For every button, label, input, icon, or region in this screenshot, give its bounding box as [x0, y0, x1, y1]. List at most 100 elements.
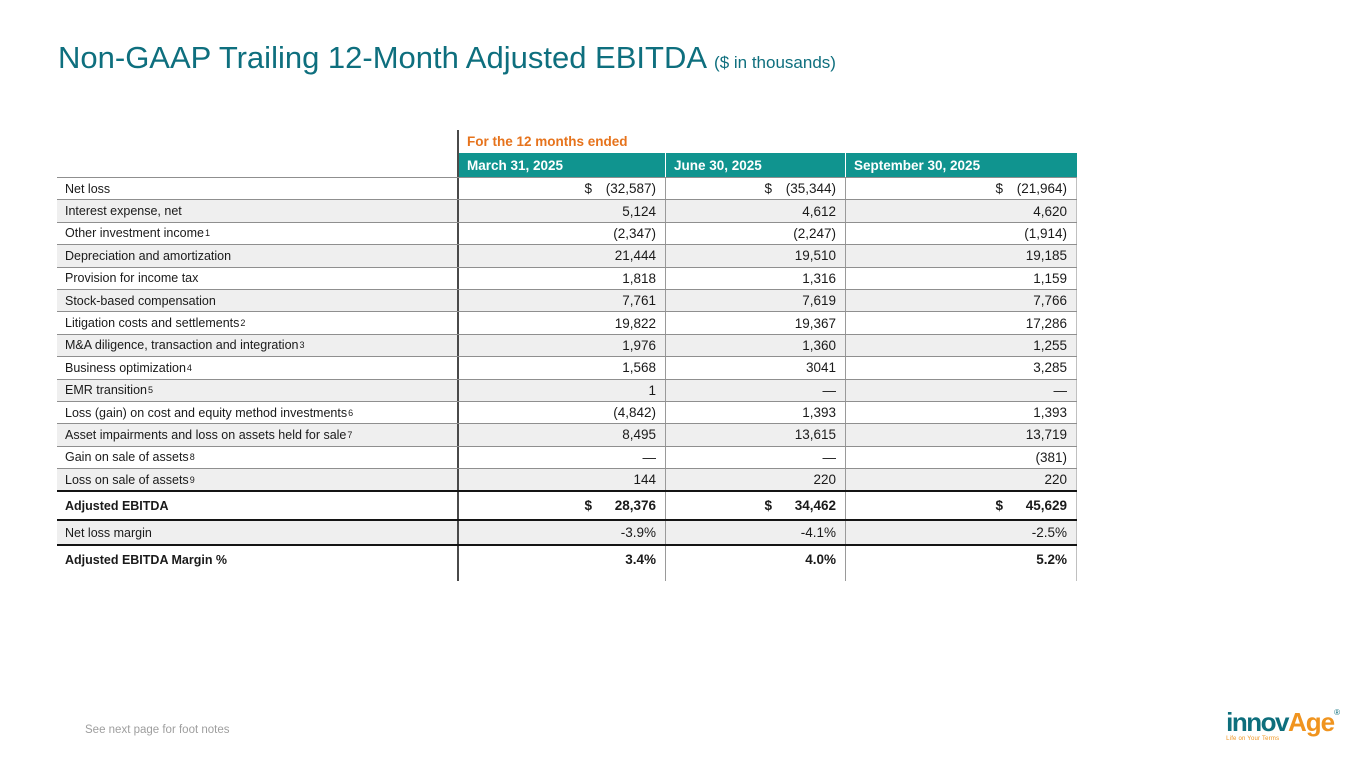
row-label: Gain on sale of assets 8: [65, 450, 195, 465]
table-row: M&A diligence, transaction and integrati…: [57, 333, 1077, 357]
table-row: Depreciation and amortization 21,444 19,51…: [57, 244, 1077, 267]
registered-mark-icon: ®: [1334, 708, 1340, 717]
row-label: Litigation costs and settlements 2: [65, 316, 246, 331]
row-label: EMR transition 5: [65, 383, 153, 398]
value-cell: 17,286: [845, 312, 1077, 334]
table-row: EMR transition 5 1— —: [57, 378, 1077, 401]
value-cell: 220: [845, 469, 1077, 491]
row-label: Net loss: [65, 181, 111, 196]
value-cell: —: [665, 379, 845, 401]
table-row: Adjusted EBITDA $28,376 $34,462 $45,629: [57, 490, 1077, 520]
row-label: M&A diligence, transaction and integrati…: [65, 338, 305, 353]
value-cell: —: [665, 446, 845, 469]
value-cell: (1,914): [845, 222, 1077, 245]
value-cell: -3.9%: [457, 521, 665, 545]
value-cell: -2.5%: [845, 521, 1077, 545]
page-title-suffix: ($ in thousands): [714, 53, 836, 72]
value-cell: 19,367: [665, 312, 845, 334]
currency-symbol: $: [584, 181, 592, 197]
ebitda-table: For the 12 months ended March 31, 2025 Ju…: [57, 130, 1077, 582]
value-cell: 8,495: [457, 424, 665, 446]
value-cell: 1,255: [845, 334, 1077, 357]
column-header: March 31, 2025: [457, 153, 665, 177]
value-cell: 13,615: [665, 424, 845, 446]
value-cell: 1,976: [457, 334, 665, 357]
page-title-text: Non-GAAP Trailing 12-Month Adjusted EBIT…: [58, 40, 708, 75]
value-cell: 1,360: [665, 334, 845, 357]
table-row: Interest expense, net 5,124 4,612 4,620: [57, 199, 1077, 222]
value-cell: 3.4%: [457, 546, 665, 574]
logo-word-age: Age: [1287, 707, 1335, 737]
footnote-reference: See next page for foot notes: [85, 724, 230, 736]
value-cell: 4,612: [665, 200, 845, 222]
row-label: Loss (gain) on cost and equity method in…: [65, 405, 354, 420]
table-column-headers: March 31, 2025 June 30, 2025 September 30,…: [457, 153, 1077, 177]
table-row: Net loss $ (32,587) $ (35,344) $ (21,964): [57, 177, 1077, 200]
value-cell: —: [845, 379, 1077, 401]
value-cell: -4.1%: [665, 521, 845, 545]
table-column-rule-extension: [57, 573, 1077, 582]
value-cell: $ (32,587): [457, 178, 665, 200]
table-row: Loss on sale of assets 9 144 220 220: [57, 468, 1077, 491]
value-cell: (4,842): [457, 401, 665, 424]
currency-symbol: $: [764, 181, 772, 197]
innovage-logo-text: innovAge®: [1226, 707, 1340, 737]
table-row: Adjusted EBITDA Margin % 3.4% 4.0% 5.2%: [57, 544, 1077, 574]
table-body: Net loss $ (32,587) $ (35,344) $ (21,964) Inter…: [57, 177, 1077, 574]
logo-word-innov: innov: [1226, 707, 1289, 737]
value-cell: 1,818: [457, 267, 665, 289]
table-row: Other investment income 1 (2,347) (2,247) (1…: [57, 221, 1077, 245]
value-cell: 19,185: [845, 245, 1077, 267]
value-cell: 1,393: [665, 401, 845, 424]
table-row: Stock-based compensation 7,761 7,619 7,766: [57, 288, 1077, 312]
value-cell: 5,124: [457, 200, 665, 222]
row-label: Adjusted EBITDA Margin %: [65, 552, 228, 567]
value-cell: 1,568: [457, 357, 665, 379]
row-label: Adjusted EBITDA: [65, 498, 169, 513]
value-cell: 4.0%: [665, 546, 845, 574]
value-cell: 3041: [665, 357, 845, 379]
row-label: Business optimization 4: [65, 360, 192, 375]
table-row: Litigation costs and settlements 2 19,822 1…: [57, 311, 1077, 334]
row-label: Stock-based compensation: [65, 293, 216, 308]
row-label: Asset impairments and loss on assets hel…: [65, 427, 353, 442]
logo-tagline: Life on Your Terms: [1226, 736, 1280, 742]
table-row: Business optimization 4 1,568 3041 3,285: [57, 356, 1077, 379]
table-row: Loss (gain) on cost and equity method in…: [57, 400, 1077, 424]
table-row: Provision for income tax 1,818 1,316 1,159: [57, 266, 1077, 289]
value-cell: 5.2%: [845, 546, 1077, 574]
row-label: Provision for income tax: [65, 271, 199, 286]
value-cell: —: [457, 446, 665, 469]
column-header: September 30, 2025: [845, 153, 1077, 177]
page-title: Non-GAAP Trailing 12-Month Adjusted EBIT…: [58, 40, 836, 76]
value-cell: 1,393: [845, 401, 1077, 424]
table-row: Gain on sale of assets 8— — (381): [57, 445, 1077, 469]
value-cell: 1,159: [845, 267, 1077, 289]
row-label: Depreciation and amortization: [65, 248, 232, 263]
value-cell: (381): [845, 446, 1077, 469]
value-cell: (2,347): [457, 222, 665, 245]
value-cell: 7,766: [845, 289, 1077, 312]
innovage-logo: innovAge® Life on Your Terms: [1226, 707, 1340, 743]
value-cell: 3,285: [845, 357, 1077, 379]
value-cell: 7,761: [457, 289, 665, 312]
value-cell: $ (35,344): [665, 178, 845, 200]
value-cell: 4,620: [845, 200, 1077, 222]
row-label: Other investment income 1: [65, 226, 210, 241]
currency-symbol: $: [995, 181, 1003, 197]
table-row: Net loss margin -3.9% -4.1% -2.5%: [57, 519, 1077, 545]
column-header: June 30, 2025: [665, 153, 845, 177]
value-cell: (2,247): [665, 222, 845, 245]
value-cell: 13,719: [845, 424, 1077, 446]
value-cell: $34,462: [665, 492, 845, 520]
row-label: Net loss margin: [65, 525, 152, 540]
value-cell: 1: [457, 379, 665, 401]
currency-symbol: $: [995, 498, 1003, 514]
value-cell: 19,822: [457, 312, 665, 334]
row-label: Interest expense, net: [65, 204, 182, 219]
value-cell: 7,619: [665, 289, 845, 312]
value-cell: $28,376: [457, 492, 665, 520]
value-cell: 19,510: [665, 245, 845, 267]
value-cell: 220: [665, 469, 845, 491]
row-label: Loss on sale of assets 9: [65, 472, 195, 487]
